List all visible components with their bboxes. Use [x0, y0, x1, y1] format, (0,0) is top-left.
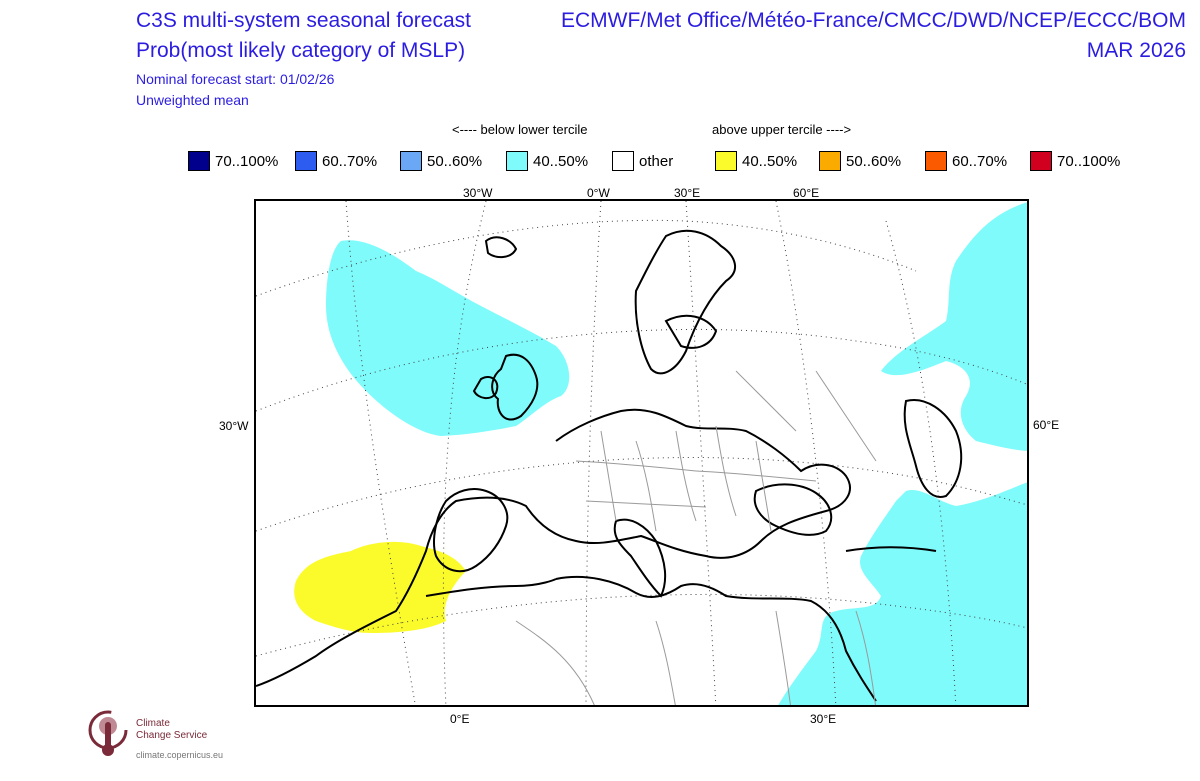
legend-item-above-40-50: 40..50% — [715, 150, 797, 172]
legend-swatch — [1030, 151, 1052, 171]
top-label-30w: 30°W — [463, 186, 493, 200]
logo-line-2: Change Service — [136, 730, 208, 741]
bottom-label-30e: 30°E — [810, 712, 837, 726]
climate-logo-icon — [88, 710, 128, 756]
copernicus-logo: Climate Change Service climate.copernicu… — [86, 700, 256, 775]
legend-swatch — [295, 151, 317, 171]
legend-item-above-70-100: 70..100% — [1030, 150, 1120, 172]
legend-label: other — [639, 152, 674, 170]
legend-swatch — [612, 151, 634, 171]
cyan-region-east — [881, 202, 1027, 451]
yellow-region-northwest-africa — [294, 541, 466, 633]
legend-label: 60..70% — [322, 152, 378, 170]
title-line-2: Prob(most likely category of MSLP) — [136, 39, 466, 62]
cyan-region-north-atlantic — [326, 240, 570, 436]
title-line-1: C3S multi-system seasonal forecast — [136, 9, 471, 32]
map-panel — [254, 199, 1029, 707]
legend-below-label: <---- below lower tercile — [452, 122, 588, 137]
weighting-label: Unweighted mean — [136, 92, 249, 108]
legend-swatch — [506, 151, 528, 171]
legend-label: 70..100% — [215, 152, 279, 170]
legend-item-other: other — [612, 150, 673, 172]
legend-label: 50..60% — [846, 152, 902, 170]
logo-line-1: Climate — [136, 718, 170, 729]
coastlines — [256, 229, 963, 702]
cyan-region-southeast — [778, 482, 1027, 705]
legend-label: 40..50% — [533, 152, 589, 170]
country-borders — [515, 370, 877, 705]
legend-item-below-60-70: 60..70% — [295, 150, 377, 172]
legend-item-above-50-60: 50..60% — [819, 150, 901, 172]
legend-swatch — [188, 151, 210, 171]
nominal-start: Nominal forecast start: 01/02/26 — [136, 71, 335, 87]
legend-label: 50..60% — [427, 152, 483, 170]
bottom-label-0e: 0°E — [450, 712, 470, 726]
top-label-60e: 60°E — [793, 186, 820, 200]
legend-swatch — [400, 151, 422, 171]
legend-item-below-50-60: 50..60% — [400, 150, 482, 172]
legend-swatch — [715, 151, 737, 171]
right-label-60e: 60°E — [1033, 418, 1060, 432]
legend-label: 60..70% — [952, 152, 1008, 170]
legend-swatch — [925, 151, 947, 171]
map-svg — [256, 201, 1027, 705]
centres-list: ECMWF/Met Office/Météo-France/CMCC/DWD/N… — [560, 9, 1186, 32]
top-label-0w: 0°W — [587, 186, 610, 200]
legend-item-above-60-70: 60..70% — [925, 150, 1007, 172]
top-label-30e: 30°E — [674, 186, 701, 200]
valid-month: MAR 2026 — [1086, 39, 1186, 62]
legend-item-below-40-50: 40..50% — [506, 150, 588, 172]
legend-swatch — [819, 151, 841, 171]
left-label-30w: 30°W — [219, 419, 249, 433]
legend-above-label: above upper tercile ----> — [712, 122, 852, 137]
graticule — [256, 201, 1027, 705]
logo-url: climate.copernicus.eu — [136, 750, 224, 760]
legend-item-below-70-100: 70..100% — [188, 150, 278, 172]
legend-label: 40..50% — [742, 152, 798, 170]
legend-label: 70..100% — [1057, 152, 1121, 170]
